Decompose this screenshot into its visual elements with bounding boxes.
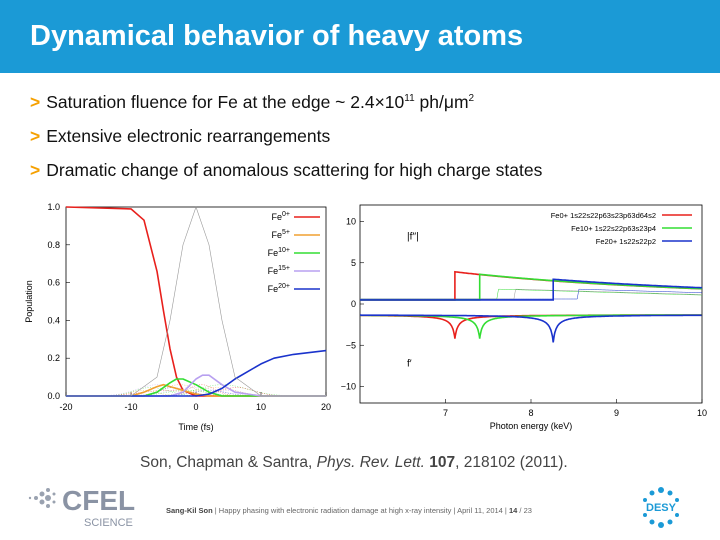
legend-label: Fe20+ xyxy=(268,283,290,294)
x-axis-label: Photon energy (keV) xyxy=(490,421,573,431)
footer: Sang-Kil Son | Happy phasing with electr… xyxy=(166,506,532,515)
legend-label: Fe5+ xyxy=(272,229,291,240)
y-tick-label: 5 xyxy=(351,258,356,268)
citation-authors: Son, Chapman & Santra, xyxy=(140,454,317,471)
legend-label: Fe10+ xyxy=(268,247,290,258)
series-line-pulse xyxy=(66,206,326,397)
cfel-logo: CFEL SCIENCE xyxy=(26,480,136,537)
desy-logo-text: DESY xyxy=(646,502,677,514)
citation-journal: Phys. Rev. Lett. xyxy=(316,454,425,471)
footer-author: Sang-Kil Son xyxy=(166,506,213,515)
bullet-1-text: Saturation fluence for Fe at the edge ~ … xyxy=(46,92,405,112)
y-tick-label: 0.4 xyxy=(47,315,60,325)
x-tick-label: 7 xyxy=(443,408,448,418)
fp-annotation: f′ xyxy=(407,359,412,370)
population-chart: -20 -10 0 10 20 0.0 0.2 0.4 0.6 0.8 1.0 Population T… xyxy=(24,202,331,432)
bullet-3: > Dramatic change of anomalous scattering… xyxy=(30,160,542,194)
bullet-marker: > xyxy=(30,160,41,180)
fp-line-fe20plus xyxy=(360,314,702,343)
bullet-1-exponent: 11 xyxy=(404,93,415,105)
bullet-1-unit: ph/μm xyxy=(414,92,469,112)
legend-label: Fe10+ 1s22s22p63s23p4 xyxy=(571,224,656,233)
legend-label: Fe0+ xyxy=(272,211,291,222)
y-tick-label: −5 xyxy=(346,340,356,350)
title-bar: Dynamical behavior of heavy atoms xyxy=(0,0,720,73)
y-tick-label: 0.8 xyxy=(47,240,60,250)
intermediate-state-curve xyxy=(360,288,702,300)
y-tick-label: 10 xyxy=(346,217,356,227)
fpp-line-fe10plus xyxy=(360,273,702,301)
desy-logo: DESY xyxy=(636,484,686,535)
y-tick-label: 0.2 xyxy=(47,353,60,363)
series-line-fe10plus xyxy=(66,378,326,397)
x-tick-label: -20 xyxy=(59,402,72,412)
x-tick-label: -10 xyxy=(124,402,137,412)
cfel-logo-text: CFEL xyxy=(62,485,135,516)
x-tick-label: 8 xyxy=(528,408,533,418)
x-tick-label: 0 xyxy=(193,402,198,412)
bullet-1-unit-exponent: 2 xyxy=(468,93,475,105)
intermediate-state-curve xyxy=(360,288,703,300)
fpp-annotation: |f′′| xyxy=(407,232,419,243)
citation-volume: 107 xyxy=(429,454,456,471)
y-tick-label: −10 xyxy=(341,382,356,392)
y-axis-label: Population xyxy=(24,280,34,323)
series-line-fe15plus xyxy=(66,374,326,397)
bullet-marker: > xyxy=(30,126,41,146)
intermediate-state-curve xyxy=(360,288,703,300)
citation-rest: , 218102 (2011). xyxy=(455,454,568,471)
y-tick-label: 0 xyxy=(351,299,356,309)
bullet-marker: > xyxy=(30,92,41,112)
legend-label: Fe0+ 1s22s22p63s23p63d64s2 xyxy=(551,211,656,220)
footer-total: / 23 xyxy=(517,506,532,515)
footer-page: 14 xyxy=(508,506,518,515)
citation: Son, Chapman & Santra, Phys. Rev. Lett. … xyxy=(140,454,568,472)
fpp-line-fe20plus xyxy=(360,278,702,301)
y-tick-label: 0.0 xyxy=(47,391,60,401)
legend-label: Fe20+ 1s22s22p2 xyxy=(596,237,656,246)
bullet-1: > Saturation fluence for Fe at the edge ~… xyxy=(30,92,542,126)
x-tick-label: 20 xyxy=(321,402,331,412)
x-axis-label: Time (fs) xyxy=(178,422,213,432)
footer-text: | Happy phasing with electronic radiatio… xyxy=(212,506,509,515)
legend-label: Fe15+ xyxy=(268,265,290,276)
y-tick-label: 1.0 xyxy=(47,202,60,212)
x-tick-label: 10 xyxy=(256,402,266,412)
series-line-fe20plus xyxy=(66,349,327,397)
bullet-2-text: Extensive electronic rearrangements xyxy=(46,126,331,146)
series-line-fe0plus xyxy=(65,206,326,397)
x-tick-label: 9 xyxy=(614,408,619,418)
y-tick-label: 0.6 xyxy=(47,278,60,288)
x-tick-label: 10 xyxy=(697,408,707,418)
bullet-3-text: Dramatic change of anomalous scattering … xyxy=(46,160,543,180)
bullet-list: > Saturation fluence for Fe at the edge ~… xyxy=(30,92,542,194)
scattering-chart: 7 8 9 10 −10 −5 0 5 10 Photon energy (keV) |f′′| f′… xyxy=(341,204,707,431)
slide-title: Dynamical behavior of heavy atoms xyxy=(30,20,524,52)
bullet-2: > Extensive electronic rearrangements xyxy=(30,126,542,160)
cfel-logo-subtext: SCIENCE xyxy=(84,517,133,529)
